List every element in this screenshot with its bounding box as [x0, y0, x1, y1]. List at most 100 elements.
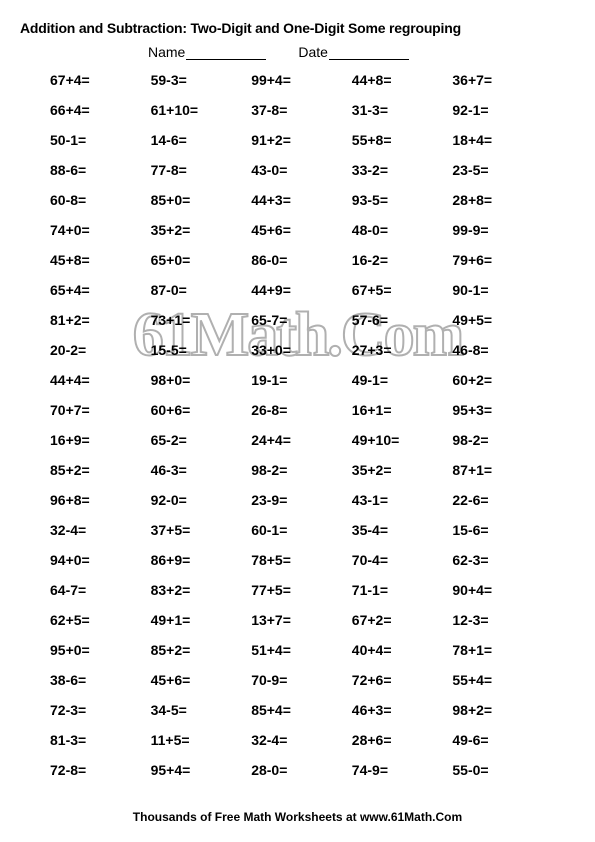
date-field-group: Date [298, 44, 409, 60]
problem-cell: 15-5= [151, 342, 252, 358]
problem-cell: 44+3= [251, 192, 352, 208]
problem-cell: 67+5= [352, 282, 453, 298]
name-label: Name [148, 44, 185, 60]
problem-cell: 20-2= [50, 342, 151, 358]
problem-cell: 92-1= [452, 102, 553, 118]
problem-cell: 70-9= [251, 672, 352, 688]
problem-cell: 55-0= [452, 762, 553, 778]
problem-cell: 55+4= [452, 672, 553, 688]
problem-cell: 34-5= [151, 702, 252, 718]
problem-cell: 33+0= [251, 342, 352, 358]
header-line: Name Date [18, 44, 577, 60]
problem-cell: 57-6= [352, 312, 453, 328]
problem-cell: 96+8= [50, 492, 151, 508]
problem-cell: 72-3= [50, 702, 151, 718]
problem-cell: 16-2= [352, 252, 453, 268]
problem-cell: 85+2= [50, 462, 151, 478]
problem-cell: 49+1= [151, 612, 252, 628]
problem-cell: 71-1= [352, 582, 453, 598]
problem-cell: 93-5= [352, 192, 453, 208]
problem-cell: 43-1= [352, 492, 453, 508]
problem-cell: 87+1= [452, 462, 553, 478]
problem-cell: 94+0= [50, 552, 151, 568]
problem-cell: 60+2= [452, 372, 553, 388]
problem-cell: 99-9= [452, 222, 553, 238]
problem-cell: 98+0= [151, 372, 252, 388]
problem-cell: 38-6= [50, 672, 151, 688]
problem-cell: 60-1= [251, 522, 352, 538]
problem-cell: 37-8= [251, 102, 352, 118]
problem-cell: 65-2= [151, 432, 252, 448]
problem-cell: 14-6= [151, 132, 252, 148]
footer-text: Thousands of Free Math Worksheets at www… [0, 810, 595, 824]
problem-cell: 81-3= [50, 732, 151, 748]
problem-cell: 59-3= [151, 72, 252, 88]
problem-cell: 33-2= [352, 162, 453, 178]
problem-cell: 65+4= [50, 282, 151, 298]
problem-cell: 88-6= [50, 162, 151, 178]
problem-cell: 44+8= [352, 72, 453, 88]
problem-cell: 79+6= [452, 252, 553, 268]
problem-cell: 98-2= [452, 432, 553, 448]
problem-cell: 66+4= [50, 102, 151, 118]
problem-cell: 49+5= [452, 312, 553, 328]
problem-cell: 70+7= [50, 402, 151, 418]
problem-cell: 32-4= [251, 732, 352, 748]
problem-cell: 28+8= [452, 192, 553, 208]
problem-cell: 50-1= [50, 132, 151, 148]
problem-cell: 37+5= [151, 522, 252, 538]
problem-cell: 74+0= [50, 222, 151, 238]
problem-cell: 13+7= [251, 612, 352, 628]
problem-cell: 74-9= [352, 762, 453, 778]
date-underline[interactable] [329, 46, 409, 60]
problem-cell: 44+4= [50, 372, 151, 388]
problems-grid: 67+4=59-3=99+4=44+8=36+7= 66+4=61+10=37-8… [18, 72, 577, 778]
problem-cell: 49-1= [352, 372, 453, 388]
problem-cell: 77-8= [151, 162, 252, 178]
problem-cell: 83+2= [151, 582, 252, 598]
problem-cell: 72+6= [352, 672, 453, 688]
problem-cell: 78+1= [452, 642, 553, 658]
problem-cell: 87-0= [151, 282, 252, 298]
problem-cell: 40+4= [352, 642, 453, 658]
name-underline[interactable] [186, 46, 266, 60]
problem-cell: 15-6= [452, 522, 553, 538]
problem-cell: 65+0= [151, 252, 252, 268]
problem-cell: 19-1= [251, 372, 352, 388]
problem-cell: 35-4= [352, 522, 453, 538]
problem-cell: 78+5= [251, 552, 352, 568]
problem-cell: 11+5= [151, 732, 252, 748]
problem-cell: 99+4= [251, 72, 352, 88]
problem-cell: 45+6= [251, 222, 352, 238]
problem-cell: 45+6= [151, 672, 252, 688]
problem-cell: 18+4= [452, 132, 553, 148]
problem-cell: 60+6= [151, 402, 252, 418]
problem-cell: 26-8= [251, 402, 352, 418]
problem-cell: 81+2= [50, 312, 151, 328]
problem-cell: 91+2= [251, 132, 352, 148]
problem-cell: 16+9= [50, 432, 151, 448]
problem-cell: 77+5= [251, 582, 352, 598]
problem-cell: 86+9= [151, 552, 252, 568]
problem-cell: 61+10= [151, 102, 252, 118]
problem-cell: 46-8= [452, 342, 553, 358]
problem-cell: 62+5= [50, 612, 151, 628]
problem-cell: 36+7= [452, 72, 553, 88]
problem-cell: 44+9= [251, 282, 352, 298]
problem-cell: 12-3= [452, 612, 553, 628]
problem-cell: 35+2= [151, 222, 252, 238]
problem-cell: 46-3= [151, 462, 252, 478]
problem-cell: 85+4= [251, 702, 352, 718]
problem-cell: 67+4= [50, 72, 151, 88]
problem-cell: 85+0= [151, 192, 252, 208]
problem-cell: 49+10= [352, 432, 453, 448]
problem-cell: 45+8= [50, 252, 151, 268]
problem-cell: 35+2= [352, 462, 453, 478]
problem-cell: 32-4= [50, 522, 151, 538]
problem-cell: 27+3= [352, 342, 453, 358]
name-field-group: Name [148, 44, 266, 60]
problem-cell: 43-0= [251, 162, 352, 178]
problem-cell: 60-8= [50, 192, 151, 208]
problem-cell: 46+3= [352, 702, 453, 718]
problem-cell: 51+4= [251, 642, 352, 658]
